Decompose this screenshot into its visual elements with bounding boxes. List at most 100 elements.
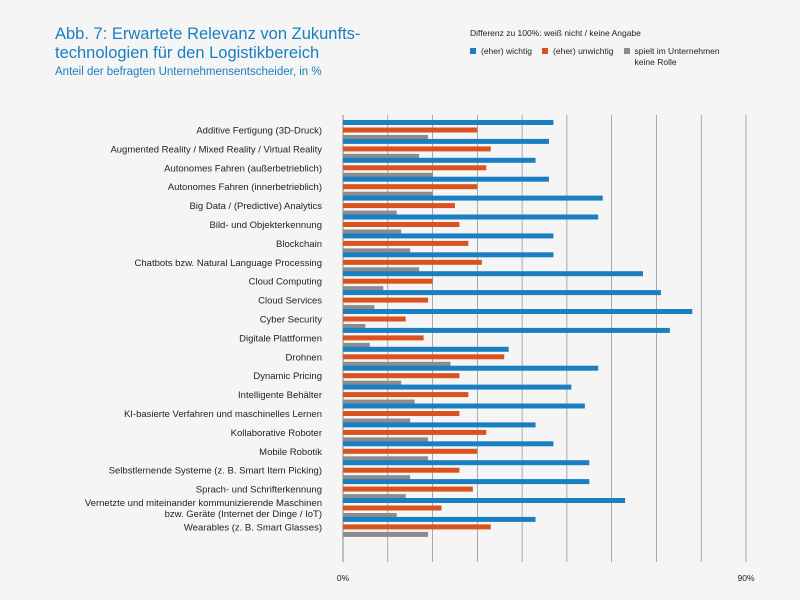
bar-unwichtig-3 <box>343 184 478 190</box>
bar-unwichtig-14 <box>343 392 469 398</box>
bar-unwichtig-20 <box>343 505 442 511</box>
bar-wichtig-4 <box>343 195 603 201</box>
legend-note: Differenz zu 100%: weiß nicht / keine An… <box>470 28 641 38</box>
legend-item-unwichtig: (eher) unwichtig <box>542 46 614 57</box>
category-label-4: Big Data / (Predictive) Analytics <box>189 201 322 212</box>
x-tick-label-1: 90% <box>737 573 754 583</box>
category-labels: Additive Fertigung (3D-Druck) Augmented R… <box>85 126 322 534</box>
bar-keine-rolle-6 <box>343 248 411 254</box>
bar-wichtig-12 <box>343 346 509 352</box>
category-label-0: Additive Fertigung (3D-Druck) <box>196 126 322 137</box>
bar-keine-rolle-4 <box>343 210 397 216</box>
bar-wichtig-21 <box>343 516 536 522</box>
bar-wichtig-14 <box>343 384 572 390</box>
bar-unwichtig-19 <box>343 486 473 492</box>
bar-keine-rolle-10 <box>343 324 366 329</box>
bar-unwichtig-15 <box>343 411 460 416</box>
bar-keine-rolle-14 <box>343 399 415 405</box>
bars <box>343 120 693 537</box>
legend-swatch-keine-rolle <box>623 48 630 54</box>
x-tick-labels: 0% 90% <box>337 573 755 583</box>
legend-item-keine-rolle: spielt im Unternehmen keine Rolle <box>623 46 735 68</box>
category-label-20: Vernetzte und miteinander kommunizierend… <box>85 498 322 520</box>
bar-wichtig-18 <box>343 460 590 466</box>
title-block: Abb. 7: Erwartete Relevanz von Zukunfts-… <box>55 25 415 78</box>
bar-keine-rolle-12 <box>343 361 451 367</box>
bar-keine-rolle-20 <box>343 513 397 518</box>
bar-wichtig-0 <box>343 120 554 125</box>
bar-keine-rolle-13 <box>343 380 402 386</box>
bar-wichtig-7 <box>343 252 554 258</box>
legend-swatch-unwichtig <box>542 48 549 54</box>
bar-wichtig-13 <box>343 365 599 371</box>
bar-keine-rolle-7 <box>343 267 420 273</box>
category-label-17: Mobile Robotik <box>259 447 322 458</box>
bar-keine-rolle-16 <box>343 437 429 443</box>
bar-unwichtig-12 <box>343 354 505 360</box>
bar-unwichtig-18 <box>343 467 460 473</box>
bar-wichtig-1 <box>343 138 549 144</box>
bar-keine-rolle-9 <box>343 305 375 311</box>
bar-wichtig-16 <box>343 422 536 428</box>
bar-unwichtig-11 <box>343 335 424 341</box>
bar-unwichtig-17 <box>343 448 478 454</box>
bar-unwichtig-6 <box>343 240 469 246</box>
bar-wichtig-20 <box>343 498 626 503</box>
category-label-7: Chatbots bzw. Natural Language Processin… <box>135 258 322 269</box>
legend-swatch-wichtig <box>470 48 476 54</box>
bar-keine-rolle-15 <box>343 418 411 424</box>
legend-label-keine-rolle: spielt im Unternehmen keine Rolle <box>634 46 720 67</box>
bar-wichtig-6 <box>343 233 554 239</box>
category-label-13: Dynamic Pricing <box>253 371 322 382</box>
legend: Differenz zu 100%: weiß nicht / keine An… <box>470 28 790 68</box>
category-label-2: Autonomes Fahren (außerbetrieblich) <box>164 163 322 174</box>
bar-unwichtig-10 <box>343 316 406 322</box>
bar-keine-rolle-18 <box>343 475 411 481</box>
category-label-3: Autonomes Fahren (innerbetrieblich) <box>168 182 322 193</box>
category-label-14: Intelligente Behälter <box>238 390 322 401</box>
bar-wichtig-9 <box>343 290 661 296</box>
bar-unwichtig-1 <box>343 146 491 152</box>
category-label-6: Blockchain <box>276 239 322 250</box>
legend-item-wichtig: (eher) wichtig <box>470 46 532 57</box>
bar-keine-rolle-17 <box>343 456 429 462</box>
bar-unwichtig-7 <box>343 259 482 265</box>
category-label-19: Sprach- und Schrifterkennung <box>196 485 322 496</box>
bar-keine-rolle-1 <box>343 153 420 159</box>
bar-wichtig-11 <box>343 327 670 333</box>
bar-wichtig-15 <box>343 403 585 409</box>
bar-unwichtig-0 <box>343 127 478 133</box>
bar-keine-rolle-19 <box>343 494 406 500</box>
category-label-9: Cloud Services <box>258 296 322 307</box>
bar-wichtig-2 <box>343 157 536 163</box>
bar-keine-rolle-2 <box>343 172 433 178</box>
bar-keine-rolle-3 <box>343 191 433 197</box>
bar-wichtig-3 <box>343 176 549 182</box>
category-label-11: Digitale Plattformen <box>239 333 322 344</box>
bar-wichtig-10 <box>343 309 693 314</box>
bar-keine-rolle-8 <box>343 286 384 292</box>
category-label-21: Wearables (z. B. Smart Glasses) <box>184 522 322 533</box>
bar-wichtig-8 <box>343 271 644 277</box>
bar-unwichtig-21 <box>343 524 491 530</box>
legend-label-wichtig: (eher) wichtig <box>481 46 533 56</box>
bar-keine-rolle-11 <box>343 342 370 348</box>
bar-unwichtig-9 <box>343 297 429 303</box>
bar-unwichtig-13 <box>343 373 460 379</box>
category-label-10: Cyber Security <box>260 315 323 326</box>
chart-title-line-1: Abb. 7: Erwartete Relevanz von Zukunfts- <box>55 25 361 43</box>
category-label-15: KI-basierte Verfahren und maschinelles L… <box>124 409 322 420</box>
category-label-5: Bild- und Objekterkennung <box>210 220 323 231</box>
chart-subtitle: Anteil der befragten Unternehmensentsche… <box>55 66 322 78</box>
category-label-8: Cloud Computing <box>249 277 322 288</box>
bar-keine-rolle-21 <box>343 531 429 537</box>
bar-keine-rolle-0 <box>343 135 429 140</box>
category-label-18: Selbstlernende Systeme (z. B. Smart Item… <box>109 466 322 477</box>
bar-wichtig-19 <box>343 479 590 485</box>
bar-unwichtig-16 <box>343 429 487 435</box>
bar-keine-rolle-5 <box>343 229 402 235</box>
bar-unwichtig-8 <box>343 278 433 284</box>
bar-unwichtig-4 <box>343 203 455 209</box>
legend-label-unwichtig: (eher) unwichtig <box>553 46 614 56</box>
chart-title-line-2: technologien für den Logistikbereich <box>55 44 320 62</box>
